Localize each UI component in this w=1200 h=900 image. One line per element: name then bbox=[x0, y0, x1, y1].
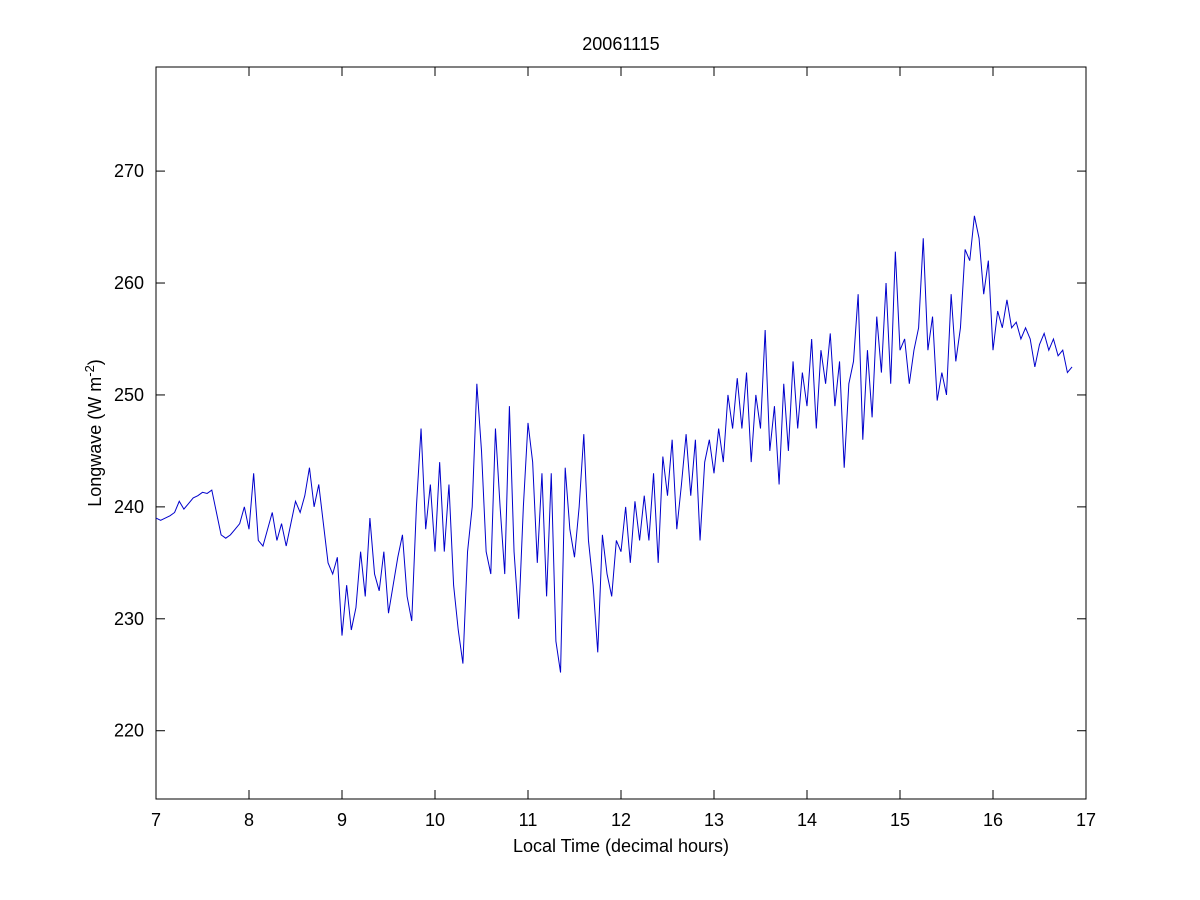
plot-area bbox=[155, 66, 1087, 800]
x-tick-label: 11 bbox=[519, 810, 538, 830]
y-tick-label: 250 bbox=[114, 385, 144, 405]
chart-title: 20061115 bbox=[582, 34, 659, 54]
x-tick-label: 15 bbox=[890, 810, 910, 830]
x-tick-label: 13 bbox=[704, 810, 724, 830]
x-tick-label: 9 bbox=[337, 810, 347, 830]
data-line bbox=[155, 215, 1073, 673]
y-label-text: Longwave (W m bbox=[85, 377, 105, 507]
y-tick-label: 270 bbox=[114, 161, 144, 181]
x-tick-label: 14 bbox=[797, 810, 817, 830]
y-tick-label: 240 bbox=[114, 497, 144, 517]
y-label-end: ) bbox=[85, 359, 105, 365]
x-tick-label: 8 bbox=[244, 810, 254, 830]
x-tick-label: 7 bbox=[151, 810, 161, 830]
x-tick-label: 12 bbox=[611, 810, 631, 830]
y-tick-label: 230 bbox=[114, 609, 144, 629]
x-tick-label: 17 bbox=[1076, 810, 1096, 830]
y-axis-label: Longwave (W m-2) bbox=[82, 359, 105, 507]
y-tick-label: 260 bbox=[114, 273, 144, 293]
x-tick-label: 10 bbox=[425, 810, 445, 830]
x-axis-label: Local Time (decimal hours) bbox=[513, 836, 729, 856]
y-tick-label: 220 bbox=[114, 721, 144, 741]
x-tick-label: 16 bbox=[983, 810, 1003, 830]
y-label-superscript: -2 bbox=[82, 365, 97, 377]
